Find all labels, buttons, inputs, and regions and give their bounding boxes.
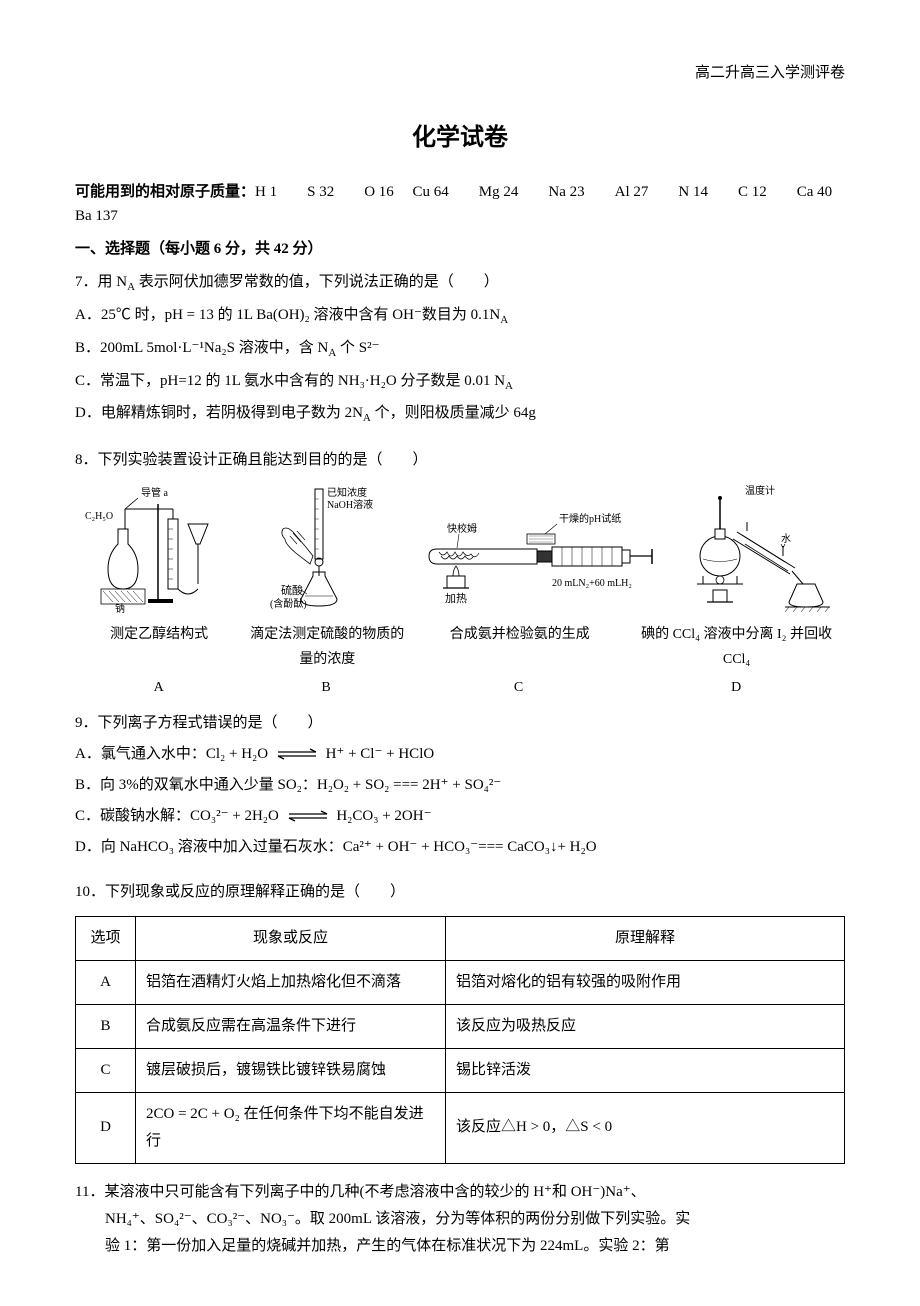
q8-diagram-c: 快校姆 加热 (409, 494, 675, 614)
svg-text:20 mLN₂+60 mLH₂: 20 mLN₂+60 mLH₂ (552, 578, 632, 589)
q10-stem: 10．下列现象或反应的原理解释正确的是（ ） (75, 879, 845, 906)
q8-caption-a: 测定乙醇结构式 (75, 622, 243, 672)
svg-text:钠: 钠 (115, 602, 125, 614)
question-11: 11．某溶液中只可能含有下列离子中的几种(不考虑溶液中含的较少的 H⁺和 OH⁻… (75, 1179, 845, 1260)
q8-letter-a: A (75, 675, 242, 700)
q8-diagrams: 导管 a C₂H₅O 钠 (75, 484, 845, 614)
q11-line1: 11．某溶液中只可能含有下列离子中的几种(不考虑溶液中含的较少的 H⁺和 OH⁻… (75, 1179, 845, 1206)
q8-letter-c: C (410, 675, 628, 700)
apparatus-b-svg: 已知浓度 NaOH溶液 硫酸 (含酚酞) (255, 484, 385, 614)
table-row: A 铝箔在酒精灯火焰上加热熔化但不滴落 铝箔对熔化的铝有较强的吸附作用 (76, 960, 845, 1004)
q9-choice-c: C．碳酸钠水解：CO₃²⁻ + 2H₂O H₂CO₃ + 2OH⁻ (75, 803, 845, 830)
q10-b-1: 合成氨反应需在高温条件下进行 (136, 1004, 446, 1048)
q10-c-1: 镀层破损后，镀锡铁比镀锌铁易腐蚀 (136, 1048, 446, 1092)
q8-diagram-d: 温度计 水 (685, 484, 845, 614)
q8-letter-b: B (242, 675, 409, 700)
q8-diagram-a: 导管 a C₂H₅O 钠 (75, 484, 232, 614)
svg-text:温度计: 温度计 (745, 484, 775, 497)
q10-d-0: D (76, 1092, 136, 1163)
header-top-right: 高二升高三入学测评卷 (75, 60, 845, 87)
apparatus-d-svg: 温度计 水 (685, 484, 845, 614)
q8-letters: A B C D (75, 675, 845, 700)
apparatus-c-svg: 快校姆 加热 (417, 494, 667, 614)
q10-a-1: 铝箔在酒精灯火焰上加热熔化但不滴落 (136, 960, 446, 1004)
svg-text:导管 a: 导管 a (141, 486, 168, 499)
q10-th-0: 选项 (76, 916, 136, 960)
svg-text:NaOH溶液: NaOH溶液 (327, 498, 373, 511)
atomic-mass-line: 可能用到的相对原子质量：H 1 S 32 O 16 Cu 64 Mg 24 Na… (75, 180, 845, 228)
q10-c-0: C (76, 1048, 136, 1092)
section-1-title: 一、选择题（每小题 6 分，共 42 分） (75, 236, 845, 263)
q10-th-1: 现象或反应 (136, 916, 446, 960)
question-10: 10．下列现象或反应的原理解释正确的是（ ） 选项 现象或反应 原理解释 A 铝… (75, 879, 845, 1164)
q9-choice-d: D．向 NaHCO₃ 溶液中加入过量石灰水：Ca²⁺ + OH⁻ + HCO₃⁻… (75, 834, 845, 861)
atomic-mass-label: 可能用到的相对原子质量： (75, 184, 255, 200)
q9-choice-b: B．向 3%的双氧水中通入少量 SO₂：H₂O₂ + SO₂ === 2H⁺ +… (75, 772, 845, 799)
q7-choice-a: A．25℃ 时，pH = 13 的 1L Ba(OH)₂ 溶液中含有 OH⁻数目… (75, 302, 845, 331)
q11-line2: NH₄⁺、SO₄²⁻、CO₃²⁻、NO₃⁻。取 200mL 该溶液，分为等体积的… (75, 1206, 845, 1233)
table-row: B 合成氨反应需在高温条件下进行 该反应为吸热反应 (76, 1004, 845, 1048)
q8-caption-d: 碘的 CCl₄ 溶液中分离 I₂ 并回收 CCl₄ (628, 622, 845, 672)
q7-choice-c: C．常温下，pH=12 的 1L 氨水中含有的 NH₃·H₂O 分子数是 0.0… (75, 368, 845, 397)
question-9: 9．下列离子方程式错误的是（ ） A．氯气通入水中：Cl₂ + H₂O H⁺ +… (75, 710, 845, 861)
q10-a-0: A (76, 960, 136, 1004)
q10-a-2: 铝箔对熔化的铝有较强的吸附作用 (446, 960, 845, 1004)
table-row: C 镀层破损后，镀锡铁比镀锌铁易腐蚀 锡比锌活泼 (76, 1048, 845, 1092)
question-7: 7．用 NA 表示阿伏加德罗常数的值，下列说法正确的是（ ） A．25℃ 时，p… (75, 269, 845, 429)
q7-stem: 7．用 NA 表示阿伏加德罗常数的值，下列说法正确的是（ ） (75, 269, 845, 298)
page-title: 化学试卷 (75, 117, 845, 160)
q10-d-2: 该反应△H > 0，△S < 0 (446, 1092, 845, 1163)
q10-d-1: 2CO = 2C + O₂ 在任何条件下均不能自发进行 (136, 1092, 446, 1163)
table-header-row: 选项 现象或反应 原理解释 (76, 916, 845, 960)
equilibrium-arrow-icon (283, 809, 333, 823)
svg-text:已知浓度: 已知浓度 (327, 486, 367, 499)
q11-line3: 验 1：第一份加入足量的烧碱并加热，产生的气体在标准状况下为 224mL。实验 … (75, 1233, 845, 1260)
q8-stem: 8．下列实验装置设计正确且能达到目的的是（ ） (75, 447, 845, 474)
svg-text:硫酸: 硫酸 (281, 583, 303, 597)
q8-caption-b: 滴定法测定硫酸的物质的量的浓度 (243, 622, 411, 672)
q8-caption-c: 合成氨并检验氨的生成 (411, 622, 628, 672)
svg-text:C₂H₅O: C₂H₅O (85, 511, 113, 522)
table-row: D 2CO = 2C + O₂ 在任何条件下均不能自发进行 该反应△H > 0，… (76, 1092, 845, 1163)
q10-b-2: 该反应为吸热反应 (446, 1004, 845, 1048)
q7-choice-d: D．电解精炼铜时，若阴极得到电子数为 2NA 个，则阳极质量减少 64g (75, 400, 845, 429)
q10-b-0: B (76, 1004, 136, 1048)
q8-diagram-b: 已知浓度 NaOH溶液 硫酸 (含酚酞) (242, 484, 399, 614)
q10-th-2: 原理解释 (446, 916, 845, 960)
svg-text:加热: 加热 (445, 592, 467, 605)
svg-text:水: 水 (781, 533, 791, 545)
q9-stem: 9．下列离子方程式错误的是（ ） (75, 710, 845, 737)
q9-choice-a: A．氯气通入水中：Cl₂ + H₂O H⁺ + Cl⁻ + HClO (75, 741, 845, 768)
q8-letter-d: D (627, 675, 845, 700)
q7-choice-b: B．200mL 5mol·L⁻¹Na₂S 溶液中，含 NA 个 S²⁻ (75, 335, 845, 364)
svg-text:快校姆: 快校姆 (447, 522, 477, 535)
question-8: 8．下列实验装置设计正确且能达到目的的是（ ） 导管 a C₂H₅O 钠 (75, 447, 845, 700)
svg-text:(含酚酞): (含酚酞) (270, 597, 307, 610)
q10-table: 选项 现象或反应 原理解释 A 铝箔在酒精灯火焰上加热熔化但不滴落 铝箔对熔化的… (75, 916, 845, 1164)
q8-captions: 测定乙醇结构式 滴定法测定硫酸的物质的量的浓度 合成氨并检验氨的生成 碘的 CC… (75, 622, 845, 672)
svg-text:干燥的pH试纸: 干燥的pH试纸 (559, 512, 621, 525)
apparatus-a-svg: 导管 a C₂H₅O 钠 (83, 484, 223, 614)
q10-c-2: 锡比锌活泼 (446, 1048, 845, 1092)
equilibrium-arrow-icon (272, 747, 322, 761)
